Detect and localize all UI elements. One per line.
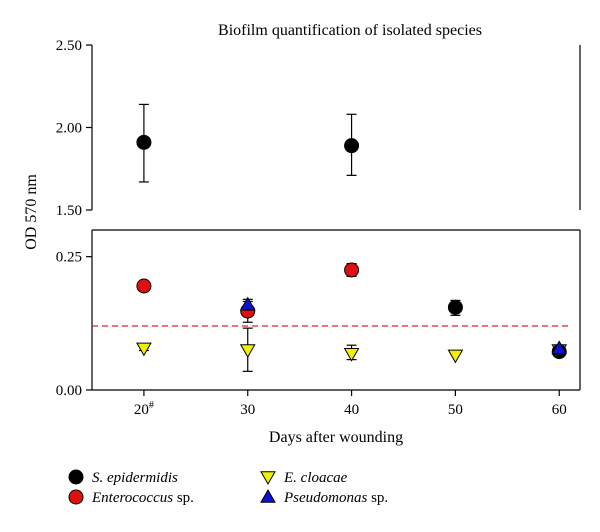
data-point <box>344 138 360 154</box>
legend-label: Pseudomonas sp. <box>283 490 388 506</box>
data-point <box>136 342 152 357</box>
data-marks <box>136 103 568 372</box>
y-tick-label: 2.00 <box>56 121 82 137</box>
legend-label: E. cloacae <box>283 470 348 486</box>
lower-panel: 0.00 0.25 <box>56 229 581 399</box>
data-point <box>344 262 360 278</box>
y-tick-label: 0.00 <box>56 383 82 399</box>
y-tick-label: 0.25 <box>56 250 82 266</box>
legend-label: Enterococcus sp. <box>91 490 194 506</box>
y-tick-label: 2.50 <box>56 38 82 54</box>
data-point <box>239 296 256 311</box>
x-tick-label: 50 <box>448 402 463 418</box>
data-point <box>136 278 152 294</box>
data-point <box>447 299 463 315</box>
legend-marker <box>68 489 84 505</box>
upper-panel: 1.50 2.00 2.50 <box>56 38 581 219</box>
legend: S. epidermidis E. cloacae Enterococcus sp.… <box>68 469 388 506</box>
y-tick-label: 1.50 <box>56 203 82 219</box>
legend-marker <box>260 471 276 486</box>
x-tick-label: 30 <box>240 402 255 418</box>
x-tick-label: 20# <box>134 400 154 418</box>
x-axis-ticks: 20# 30 40 50 60 <box>134 390 567 418</box>
x-axis-label: Days after wounding <box>269 429 403 446</box>
data-point <box>136 134 152 150</box>
data-point <box>239 344 256 359</box>
legend-marker <box>260 488 276 503</box>
y-axis-label: OD 570 nm <box>23 174 40 250</box>
data-point <box>447 349 464 364</box>
legend-label: S. epidermidis <box>92 470 178 486</box>
chart-title: Biofilm quantification of isolated speci… <box>218 22 482 39</box>
legend-marker <box>68 469 84 485</box>
x-tick-label: 40 <box>344 402 359 418</box>
data-point <box>551 340 568 355</box>
x-tick-label: 60 <box>552 402 567 418</box>
data-point <box>343 347 360 362</box>
